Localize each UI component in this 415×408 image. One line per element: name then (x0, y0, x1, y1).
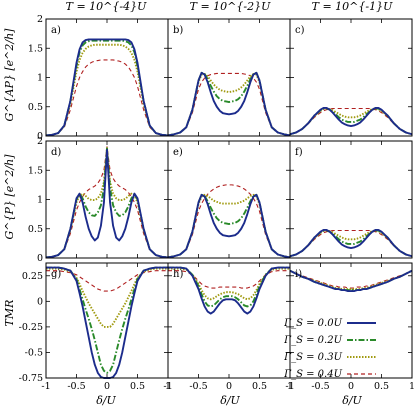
panel-label-r0c2: c) (295, 25, 305, 36)
panel-frame-r2c0 (45, 262, 169, 379)
series-line-r2c0-2 (46, 267, 168, 328)
y-tick-label-r0c0-2: 1 (37, 73, 43, 84)
series-line-r0c1-0 (167, 71, 291, 137)
panel-label-r1c1: e) (173, 147, 183, 158)
series-line-r0c2-3 (289, 107, 413, 135)
x-tick-label-r2c2-0: -1 (285, 381, 294, 392)
series-line-r2c2-0 (289, 269, 413, 293)
x-tick-label-r2c0-2: 0 (104, 381, 110, 392)
panel-grid: a) 0 0.5 1 1.5 2 b) c) d) 0 0.5 1 1.5 2 e) f) g) -0.75 -0.… (19, 14, 415, 392)
series-line-r1c0-0 (45, 148, 169, 259)
panel-label-r1c2: f) (295, 147, 303, 158)
x-tick-label-r2c2-4: 1 (409, 381, 415, 392)
series-line-r0c0-2 (45, 43, 169, 137)
legend: Γ_S = 0.0U Γ_S = 0.2U Γ_S = 0.3U Γ_S = 0… (283, 318, 376, 380)
panel-label-r0c0: a) (51, 25, 61, 36)
panel-frame-r1c2 (289, 140, 413, 259)
series-line-r2c0-3 (46, 270, 168, 292)
ylabel-gap: G^{AP} [e^2/h] (3, 28, 16, 122)
series-line-r0c0-1 (45, 39, 169, 137)
panel-frame-r2c2 (289, 262, 413, 379)
y-tick-label-r2c0-1: -0.5 (25, 348, 43, 359)
series-line-r2c2-3 (289, 270, 413, 289)
series-line-r2c0-1 (46, 266, 168, 374)
series-line-r0c2-1 (289, 107, 413, 136)
x-tick-label-r2c1-1: -0.5 (189, 381, 207, 392)
panel-frame-r1c1 (167, 140, 291, 259)
panel-label-r2c2: i) (295, 269, 302, 280)
column-title-1: T = 10^{-4}U (66, 0, 147, 13)
legend-label-1: Γ_S = 0.0U (283, 318, 342, 329)
x-tick-label-r2c1-0: -1 (163, 381, 172, 392)
column-title-3: T = 10^{-1}U (312, 0, 393, 13)
y-tick-label-r1c0-4: 2 (37, 136, 43, 147)
xlabel-col-2: δ/U (220, 394, 240, 407)
series-line-r2c2-1 (289, 269, 413, 292)
panel-frame-r0c2 (289, 18, 413, 137)
y-tick-label-r0c0-1: 0.5 (28, 102, 43, 113)
series-line-r1c1-3 (167, 184, 291, 258)
xlabel-col-1: δ/U (96, 394, 116, 407)
series-line-r0c2-0 (289, 106, 413, 136)
series-line-r1c0-3 (45, 146, 169, 258)
ylabel-tmr: TMR (3, 300, 16, 327)
y-tick-label-r2c0-2: -0.25 (19, 322, 43, 333)
series-line-r1c1-0 (167, 193, 291, 259)
x-tick-label-r2c1-2: 0 (226, 381, 232, 392)
column-title-2: T = 10^{-2}U (190, 0, 271, 13)
y-tick-label-r2c0-3: 0 (37, 297, 43, 308)
series-line-r2c1-3 (168, 270, 290, 289)
series-line-r2c2-2 (289, 269, 413, 291)
y-tick-label-r1c0-3: 1.5 (28, 165, 43, 176)
legend-label-4: Γ_S = 0.4U (283, 369, 342, 380)
x-tick-label-r2c0-4: 1 (165, 381, 171, 392)
panel-label-r0c1: b) (173, 25, 183, 36)
x-tick-label-r2c0-0: -1 (41, 381, 50, 392)
series-line-r2c1-2 (168, 267, 290, 301)
y-tick-label-r1c0-1: 0.5 (28, 224, 43, 235)
series-line-r2c1-0 (168, 266, 290, 315)
y-tick-label-r0c0-4: 2 (37, 14, 43, 25)
panel-label-r2c1: h) (173, 269, 183, 280)
panel-frame-r0c0 (45, 18, 169, 137)
xlabel-col-3: δ/U (342, 394, 362, 407)
ylabel-gp: G^{P} [e^2/h] (3, 154, 16, 240)
panel-label-r1c0: d) (51, 147, 61, 158)
legend-label-3: Γ_S = 0.3U (283, 352, 342, 363)
x-tick-label-r2c2-1: -0.5 (311, 381, 329, 392)
series-line-r1c2-0 (289, 228, 413, 258)
series-line-r2c0-0 (46, 266, 168, 379)
series-line-r0c1-3 (167, 72, 291, 136)
x-tick-label-r2c0-1: -0.5 (67, 381, 85, 392)
series-line-r1c2-3 (289, 229, 413, 257)
legend-label-2: Γ_S = 0.2U (283, 335, 342, 346)
y-tick-label-r0c0-0: 0 (37, 131, 43, 142)
y-tick-label-r2c0-0: -0.75 (19, 373, 43, 384)
series-line-r1c2-1 (289, 229, 413, 258)
y-tick-label-r0c0-3: 1.5 (28, 43, 43, 54)
y-tick-label-r1c0-0: 0 (37, 253, 43, 264)
x-tick-label-r2c2-3: 0.5 (374, 381, 389, 392)
y-tick-label-r1c0-2: 1 (37, 195, 43, 206)
x-tick-label-r2c1-3: 0.5 (252, 381, 267, 392)
panel-frame-r2c1 (167, 262, 291, 379)
series-line-r0c0-3 (45, 59, 169, 136)
y-tick-label-r2c0-4: 0.25 (22, 271, 43, 282)
series-line-r0c0-0 (45, 38, 169, 137)
series-line-r2c1-1 (168, 266, 290, 308)
panel-frame-r0c1 (167, 18, 291, 137)
x-tick-label-r2c0-3: 0.5 (130, 381, 145, 392)
x-tick-label-r2c1-4: 1 (287, 381, 293, 392)
panel-label-r2c0: g) (51, 269, 61, 280)
x-tick-label-r2c2-2: 0 (348, 381, 354, 392)
